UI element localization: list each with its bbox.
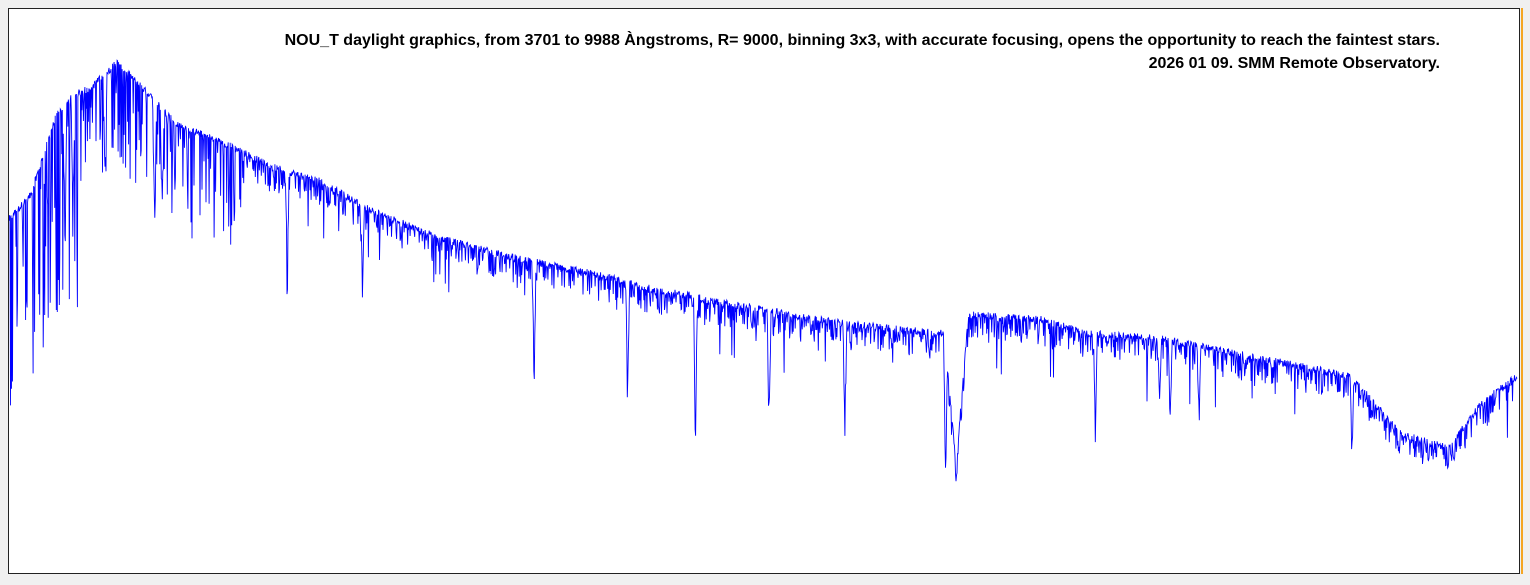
spectrum-series-line [9, 59, 1518, 482]
chart-subtitle: 2026 01 09. SMM Remote Observatory. [1148, 55, 1440, 72]
chart-title: NOU_T daylight graphics, from 3701 to 99… [284, 32, 1440, 49]
right-edge-accent [1521, 8, 1523, 574]
spectrum-plot [9, 59, 1518, 482]
chart-frame [8, 8, 1520, 574]
